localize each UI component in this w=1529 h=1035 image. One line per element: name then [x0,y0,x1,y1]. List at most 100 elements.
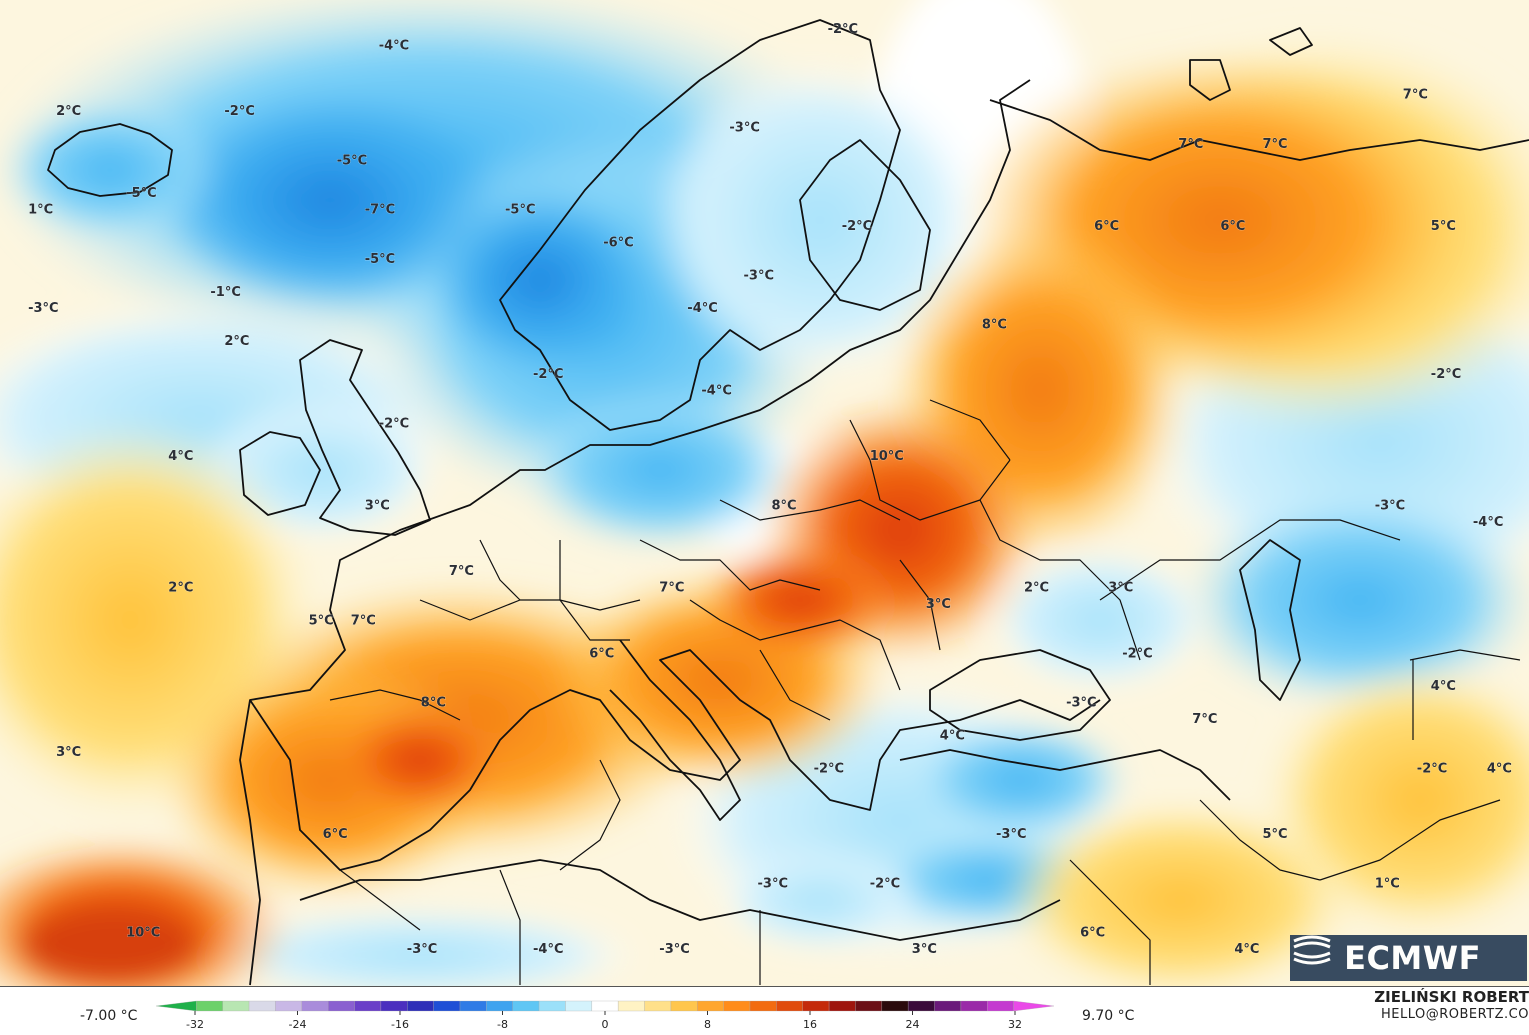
temperature-label: -6°C [603,236,633,251]
scale-swatch [908,1000,935,1012]
temperature-label: -2°C [1431,367,1461,382]
scale-swatch [723,1000,751,1012]
temperature-label: 2°C [1024,581,1049,596]
temperature-label: 5°C [1431,219,1456,234]
temperature-label: 3°C [56,745,81,760]
temperature-label: -2°C [224,104,254,119]
coastlines [47,19,1529,986]
country-borders [329,399,1521,985]
scale-swatch [697,1000,724,1012]
temperature-label: 10°C [870,449,904,464]
temperature-label: 3°C [1108,581,1133,596]
temperature-label: 7°C [449,564,474,579]
temperature-label: -1°C [210,285,240,300]
scale-swatch [538,1000,566,1012]
temperature-label: -7°C [365,203,395,218]
temperature-label: -2°C [842,219,872,234]
temperature-label: -2°C [870,876,900,891]
temperature-label: -2°C [828,22,858,37]
scale-swatch [644,1000,672,1012]
temperature-label: 5°C [1263,827,1288,842]
temperature-label: -3°C [744,268,774,283]
temperature-label: 2°C [168,581,193,596]
scale-swatch [486,1000,513,1012]
temperature-label: 2°C [224,334,249,349]
temperature-label: 4°C [1431,679,1456,694]
scale-swatch [512,1000,540,1012]
temperature-label: 1°C [28,203,53,218]
scale-tick-label: 8 [704,1018,711,1031]
temperature-label: 6°C [323,827,348,842]
temperature-label: 3°C [365,498,390,513]
temperature-label: 4°C [940,729,965,744]
scale-swatch [407,1000,434,1012]
temperature-label: 4°C [168,449,193,464]
temperature-label: 8°C [982,318,1007,333]
scale-swatch [591,1000,619,1012]
temperature-label: -3°C [1375,498,1405,513]
temperature-label: -3°C [407,942,437,957]
scale-swatch [222,1000,250,1012]
scale-swatch [855,1000,882,1012]
scale-tick-label: -32 [186,1018,204,1031]
temperature-label: -3°C [758,876,788,891]
temperature-label: 6°C [1220,219,1245,234]
temperature-label: -5°C [126,186,156,201]
ecmwf-logo: ECMWF [1290,935,1527,981]
temperature-label: -5°C [337,153,367,168]
temperature-label: -3°C [729,121,759,136]
scale-swatch [881,1000,909,1012]
weather-map: 2°C -2°C -4°C -2°C 7°C -5°C -5°C -3°C 7°C 7°C 1°C -… [0,0,1529,987]
temperature-label: 1°C [1375,876,1400,891]
scale-tick-label: 24 [906,1018,920,1031]
temperature-label: -4°C [701,383,731,398]
author-name: ZIELIŃSKI ROBERT [1374,988,1529,1006]
scale-swatch [275,1000,302,1012]
scale-tick-label: -24 [289,1018,307,1031]
ecmwf-logo-text: ECMWF [1344,939,1481,977]
temperature-label: 4°C [1234,942,1259,957]
temperature-label: 4°C [1487,761,1512,776]
scale-swatch [301,1000,329,1012]
temperature-label: 7°C [659,581,684,596]
temperature-label: -4°C [533,942,563,957]
temperature-label: 8°C [421,696,446,711]
temperature-anomaly-map: 2°C -2°C -4°C -2°C 7°C -5°C -5°C -3°C 7°C 7°C 1°C -… [0,0,1529,986]
temperature-label: -3°C [659,942,689,957]
scale-swatch [776,1000,803,1012]
author-email: HELLO@ROBERTZ.CO [1380,1007,1529,1022]
temperature-label: -4°C [1473,515,1503,530]
temperature-label: 7°C [1403,88,1428,103]
color-scale-bar: -32 -24 -16 -8 0 8 16 24 32 [155,1000,1055,1031]
temperature-label: -2°C [814,761,844,776]
scale-swatch [433,1000,461,1012]
legend-max-label: 9.70 °C [1082,1008,1135,1024]
temperature-label: 7°C [1192,712,1217,727]
temperature-label: -2°C [379,416,409,431]
temperature-labels: 2°C -2°C -4°C -2°C 7°C -5°C -5°C -3°C 7°C 7°C 1°C -… [28,21,1513,957]
scale-swatch [248,1000,276,1012]
legend-min-label: -7.00 °C [80,1008,138,1024]
scale-swatch [196,1000,223,1012]
temperature-label: -2°C [533,367,563,382]
temperature-label: -5°C [505,203,535,218]
scale-tick-label: 16 [803,1018,817,1031]
temperature-label: -2°C [1122,646,1152,661]
scale-swatch [934,1000,962,1012]
scale-tick-label: 32 [1008,1018,1022,1031]
scale-swatch [670,1000,698,1012]
scale-swatch [802,1000,830,1012]
temperature-label: -3°C [28,301,58,316]
scale-tick-label: -16 [391,1018,409,1031]
scale-swatch [155,1000,197,1012]
temperature-label: 7°C [1178,137,1203,152]
scale-swatch [960,1000,988,1012]
temperature-label: 6°C [589,646,614,661]
scale-tick-label: 0 [602,1018,609,1031]
author-credit: ZIELIŃSKI ROBERT HELLO@ROBERTZ.CO [1374,988,1529,1023]
temperature-label: 2°C [56,104,81,119]
temperature-label: -3°C [1066,696,1096,711]
temperature-label: 10°C [126,926,160,941]
scale-swatch [618,1000,645,1012]
scale-swatch [1013,1000,1055,1012]
